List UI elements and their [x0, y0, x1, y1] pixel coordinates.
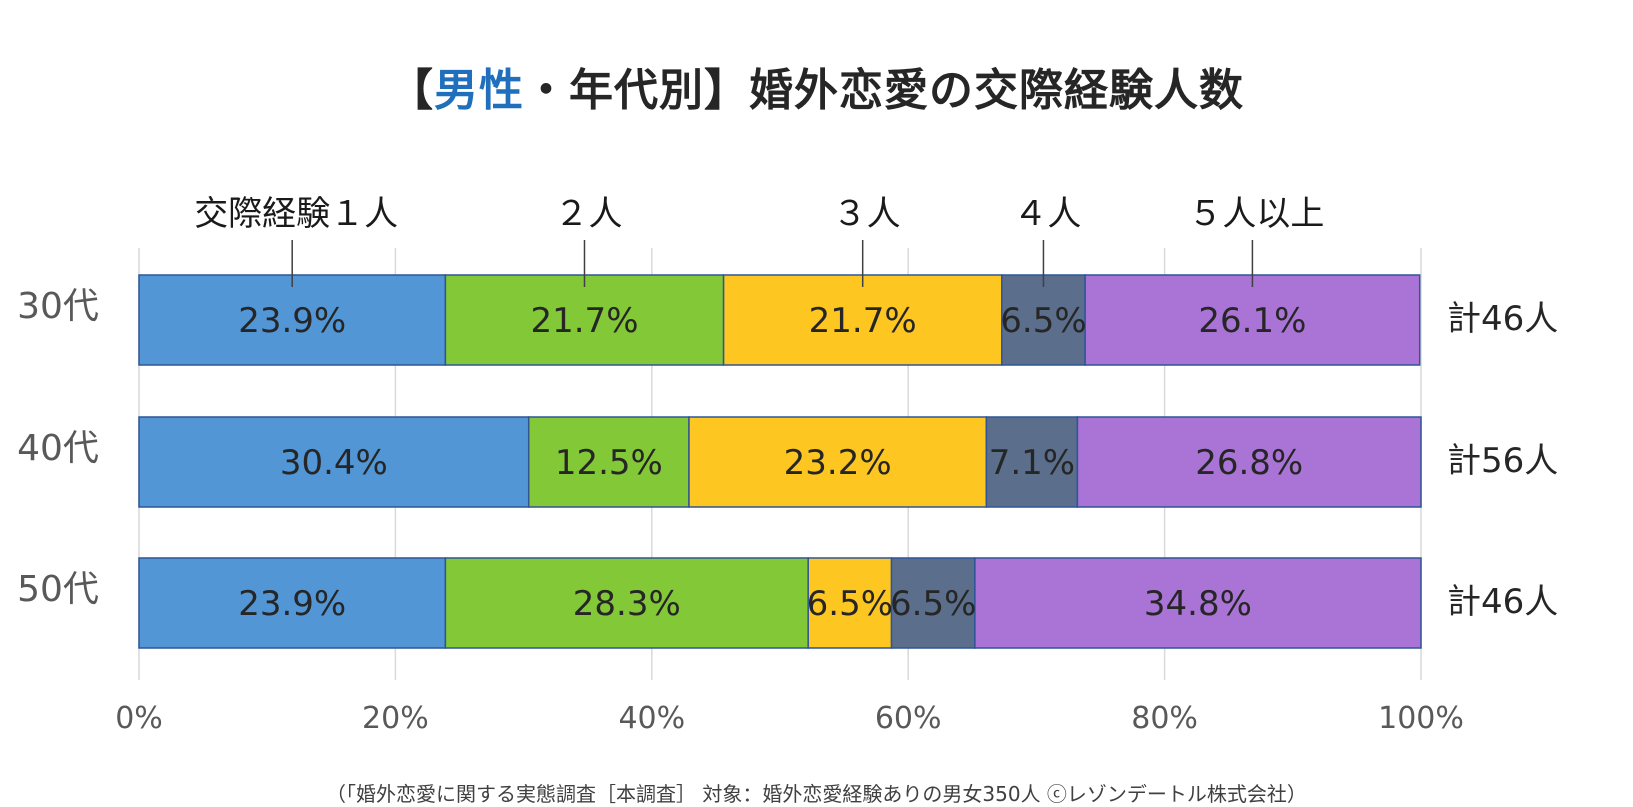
bar-segment [1076, 416, 1422, 508]
data-label: 30.4% [280, 443, 388, 483]
legend-entry: ５人以上 [1188, 194, 1324, 234]
x-tick-label: 60% [875, 701, 942, 736]
row-total: 計46人 [1447, 582, 1558, 622]
data-label: 28.3% [573, 584, 681, 624]
data-label: 23.9% [238, 584, 346, 624]
title-bracket-open: 【 [389, 65, 434, 116]
bar-segment [1001, 274, 1086, 366]
y-category-label: 30代 [17, 286, 99, 327]
x-tick-label: 80% [1131, 701, 1198, 736]
x-tick-label: 100% [1378, 701, 1464, 736]
bar-segment [974, 557, 1422, 649]
bar-segment [138, 274, 447, 366]
y-category-label: 40代 [17, 428, 99, 469]
data-label: 21.7% [809, 301, 917, 341]
data-label: 7.1% [989, 443, 1075, 483]
x-tick-label: 20% [362, 701, 429, 736]
data-label: 26.1% [1198, 301, 1306, 341]
bar-segment [688, 416, 988, 508]
bar-segment [807, 557, 893, 649]
row-total: 計56人 [1447, 441, 1558, 481]
bar-segment [985, 416, 1079, 508]
bar-segment [1084, 274, 1421, 366]
data-label: 12.5% [555, 443, 663, 483]
y-category-label: 50代 [17, 569, 99, 610]
bar-segment [138, 416, 530, 508]
legend-entry: ４人 [1013, 194, 1081, 234]
legend: 交際経験１人 ２人 ３人 ４人 ５人以上 [194, 194, 1324, 287]
source-note: （「婚外恋愛に関する実態調査［本調査］ 対象：婚外恋愛経験ありの男女350人 ⓒ… [326, 782, 1307, 806]
data-label: 23.9% [238, 301, 346, 341]
bar-segment [138, 557, 447, 649]
data-label: 6.5% [807, 584, 893, 624]
title-highlight: 男性 [434, 65, 524, 116]
chart-title: 【男性・年代別】婚外恋愛の交際経験人数 [0, 54, 1633, 118]
data-label: 6.5% [890, 584, 976, 624]
data-label: 34.8% [1144, 584, 1252, 624]
legend-entry: ３人 [833, 194, 901, 234]
bar-segment [890, 557, 976, 649]
legend-entry: ２人 [554, 194, 622, 234]
data-label: 23.2% [784, 443, 892, 483]
row-total: 計46人 [1447, 299, 1558, 339]
x-tick-label: 40% [618, 701, 685, 736]
data-label: 26.8% [1195, 443, 1303, 483]
bar-segment [527, 416, 690, 508]
legend-entry: 交際経験１人 [194, 194, 398, 234]
data-label: 6.5% [1000, 301, 1086, 341]
bar-segment [444, 557, 809, 649]
bar-segment [722, 274, 1003, 366]
data-label: 21.7% [530, 301, 638, 341]
title-rest: ・年代別】婚外恋愛の交際経験人数 [524, 65, 1244, 116]
data-labels: 23.9% 21.7% 21.7% 6.5% 26.1% 30.4% 12.5% 23.2% 7… [238, 301, 1306, 624]
x-tick-label: 0% [115, 701, 163, 736]
bars [138, 274, 1422, 649]
